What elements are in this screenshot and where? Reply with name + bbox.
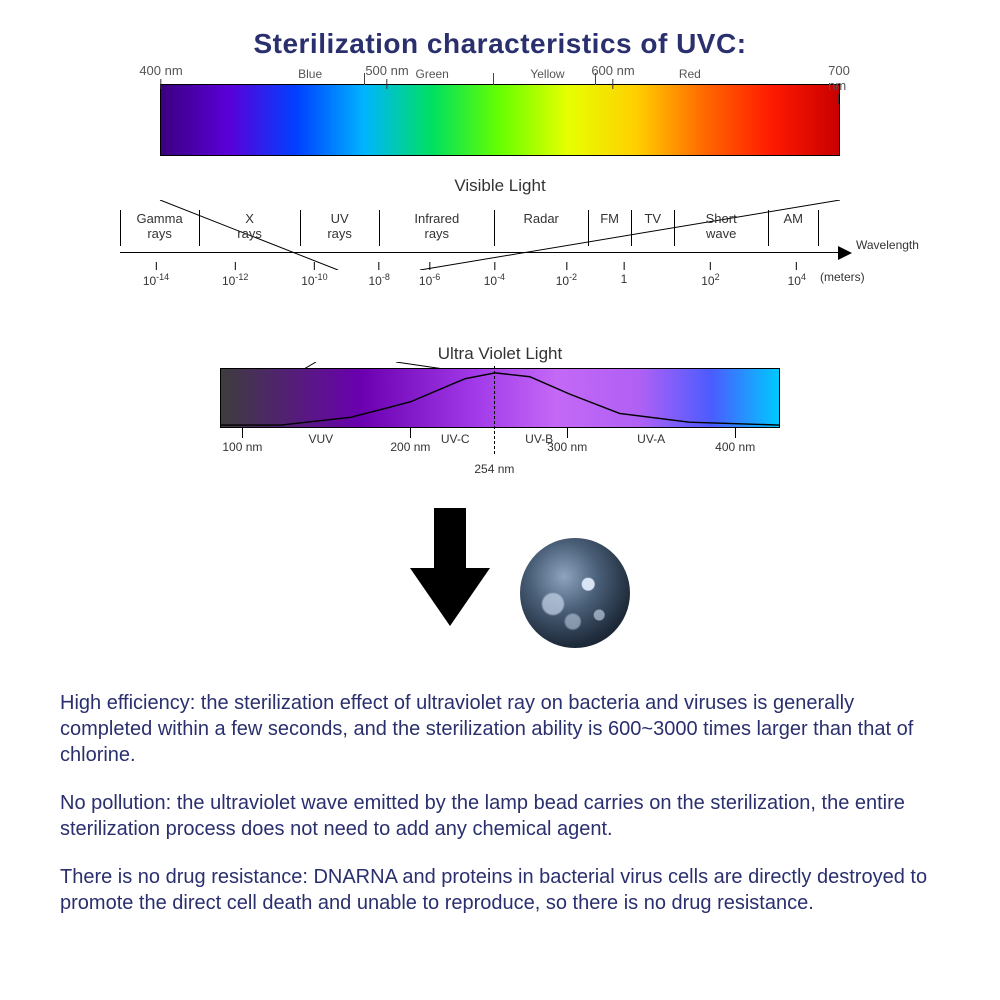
em-region: Xrays: [199, 208, 300, 246]
uv-254-marker-line: [494, 366, 495, 454]
visible-band-divider: [595, 73, 596, 85]
em-value: 10-2: [556, 262, 577, 288]
em-region-separator: [379, 210, 380, 246]
em-region: Shortwave: [674, 208, 768, 246]
uv-band-label: VUV: [308, 432, 333, 446]
visible-band-label: Blue: [298, 67, 322, 81]
description-text: High efficiency: the sterilization effec…: [60, 690, 940, 916]
em-value: 10-14: [143, 262, 169, 288]
em-value: 10-8: [369, 262, 390, 288]
visible-spectrum-bar: 400 nm500 nm600 nm700 nm BlueGreenYellow…: [160, 84, 840, 156]
uv-tick: 200 nm: [390, 428, 430, 454]
uv-band-label: UV-A: [637, 432, 665, 446]
em-region: TV: [631, 208, 674, 231]
em-region-separator: [494, 210, 495, 246]
uv-sensitivity-curve: [221, 369, 779, 427]
em-region-separator: [674, 210, 675, 246]
em-region: AM: [768, 208, 818, 231]
em-axis-arrowhead: [838, 246, 852, 260]
uv-spectrum-bar: [220, 368, 780, 428]
visible-band-label: Yellow: [530, 67, 564, 81]
uv-band-label: UV-C: [441, 432, 470, 446]
em-region-separator: [199, 210, 200, 246]
uv-tick: 100 nm: [222, 428, 262, 454]
visible-light-label: Visible Light: [120, 176, 880, 196]
visible-tick: 400 nm: [139, 63, 182, 89]
uv-band-label: UV-B: [525, 432, 553, 446]
paragraph-pollution: No pollution: the ultraviolet wave emitt…: [60, 790, 940, 842]
em-spectrum-axis: Wavelength (meters) GammaraysXraysUVrays…: [120, 208, 880, 318]
em-value: 10-6: [419, 262, 440, 288]
em-value: 10-10: [301, 262, 327, 288]
em-region: UVrays: [300, 208, 379, 246]
em-region-separator: [588, 210, 589, 246]
em-value: 10-4: [484, 262, 505, 288]
visible-tick: 600 nm: [591, 63, 634, 89]
em-value: 102: [701, 262, 719, 288]
visible-band-divider: [493, 73, 494, 85]
uv-254-label: 254 nm: [474, 462, 514, 476]
down-arrow-icon: [410, 508, 490, 628]
uv-tick: 400 nm: [715, 428, 755, 454]
visible-band-label: Green: [416, 67, 449, 81]
em-region-separator: [120, 210, 121, 246]
em-axis-line: [120, 252, 840, 253]
visible-band-divider: [364, 73, 365, 85]
arrow-virus-group: [350, 508, 650, 648]
em-region: Infraredrays: [379, 208, 494, 246]
visible-tick: 700 nm: [828, 63, 850, 104]
page-title: Sterilization characteristics of UVC:: [0, 0, 1000, 60]
virus-image: [520, 538, 630, 648]
em-region-separator: [300, 210, 301, 246]
paragraph-resistance: There is no drug resistance: DNARNA and …: [60, 864, 940, 916]
em-region: FM: [588, 208, 631, 231]
em-axis-label: Wavelength: [856, 238, 919, 252]
uv-axis: 100 nm200 nm300 nm400 nmVUVUV-CUV-BUV-A2…: [220, 428, 780, 488]
em-value: 104: [788, 262, 806, 288]
visible-band-label: Red: [679, 67, 701, 81]
em-units-label: (meters): [820, 270, 865, 284]
spectrum-diagram: 400 nm500 nm600 nm700 nm BlueGreenYellow…: [120, 84, 880, 488]
visible-tick: 500 nm: [365, 63, 408, 89]
em-region: Gammarays: [120, 208, 199, 246]
em-region-separator: [818, 210, 819, 246]
em-region: Radar: [494, 208, 588, 231]
uv-light-label: Ultra Violet Light: [120, 344, 880, 364]
em-value: 1: [621, 262, 628, 286]
em-value: 10-12: [222, 262, 248, 288]
em-region-separator: [768, 210, 769, 246]
paragraph-efficiency: High efficiency: the sterilization effec…: [60, 690, 940, 768]
em-region-separator: [631, 210, 632, 246]
